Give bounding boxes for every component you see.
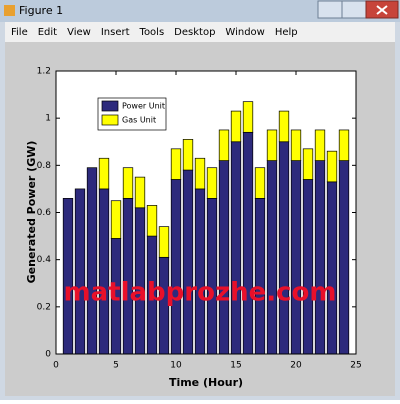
menu-item[interactable]: Edit — [38, 27, 57, 38]
bar-segment — [74, 188, 86, 355]
y-tick-label: 0.8 — [37, 161, 52, 171]
bar-segment — [242, 101, 254, 133]
bar-segment — [290, 160, 302, 355]
menu-bar — [5, 22, 395, 42]
y-tick-label: 0.4 — [37, 255, 52, 265]
bar-segment — [218, 129, 230, 161]
x-tick-label: 0 — [53, 361, 59, 371]
x-tick-label: 25 — [350, 361, 361, 371]
bar-segment — [98, 157, 110, 190]
y-tick-label: 1 — [45, 114, 51, 124]
bar-segment — [206, 167, 218, 199]
y-tick-label: 0 — [45, 350, 51, 360]
bar-segment — [170, 148, 182, 180]
bar-segment — [290, 129, 302, 161]
menu-item[interactable]: Window — [225, 27, 264, 38]
bar-segment — [302, 179, 314, 355]
menu-item[interactable]: Insert — [101, 27, 130, 38]
y-tick-label: 0.2 — [37, 302, 51, 312]
bar-segment — [326, 181, 338, 355]
bar-segment — [122, 167, 134, 199]
bar-segment — [158, 226, 170, 258]
window-title: Figure 1 — [19, 4, 63, 17]
bar-segment — [278, 141, 290, 355]
bar-segment — [326, 150, 338, 183]
window-icon — [4, 5, 15, 16]
bar-segment — [314, 160, 326, 355]
menu-item[interactable]: Help — [275, 27, 298, 38]
legend: Power Unit Gas Unit — [97, 97, 167, 131]
bar-segment — [230, 110, 242, 143]
bar-segment — [278, 110, 290, 143]
minimize-button[interactable] — [317, 0, 343, 19]
bar-segment — [218, 160, 230, 355]
bar-segment — [254, 167, 266, 199]
menu-item[interactable]: Tools — [139, 27, 165, 38]
bar-segment — [314, 129, 326, 161]
bar-segment — [266, 129, 278, 161]
bar-segment — [230, 141, 242, 355]
y-tick-label: 1.2 — [37, 67, 51, 77]
menu-item[interactable]: Desktop — [174, 27, 215, 38]
y-axis-label: Generated Power (GW) — [25, 141, 38, 284]
watermark: matlabprozhe.com — [64, 278, 337, 308]
bar-segment — [110, 200, 122, 239]
menu-item[interactable]: File — [11, 27, 28, 38]
y-tick-label: 0.6 — [37, 208, 52, 218]
bar-segment — [266, 160, 278, 355]
axes-box — [55, 70, 357, 355]
bar-segment — [206, 198, 218, 355]
x-tick-label: 20 — [290, 361, 302, 371]
bar-segment — [302, 148, 314, 180]
bar-segment — [170, 179, 182, 355]
menu-item[interactable]: View — [67, 27, 91, 38]
x-tick-label: 10 — [170, 361, 182, 371]
bar-segment — [254, 198, 266, 355]
bar-segment — [134, 176, 146, 209]
bar-segment — [338, 160, 350, 355]
bar-segment — [182, 139, 194, 171]
x-axis-label: Time (Hour) — [169, 376, 243, 389]
bar-segment — [182, 169, 194, 355]
bar-segment — [86, 167, 98, 355]
x-tick-label: 5 — [113, 361, 119, 371]
maximize-button[interactable] — [341, 0, 367, 19]
bar-segment — [242, 131, 254, 355]
bar-segment — [122, 198, 134, 355]
legend-label: Gas Unit — [122, 116, 156, 125]
bar-segment — [194, 188, 206, 355]
bar-segment — [194, 157, 206, 190]
x-tick-label: 15 — [230, 361, 241, 371]
close-icon — [376, 5, 388, 15]
bar-segment — [98, 188, 110, 355]
legend-swatch — [101, 100, 119, 112]
legend-label: Power Unit — [122, 102, 165, 111]
legend-swatch — [101, 114, 119, 126]
bar-segment — [338, 129, 350, 161]
bar-segment — [62, 198, 74, 355]
title-bar — [0, 0, 400, 22]
bar-segment — [146, 205, 158, 237]
